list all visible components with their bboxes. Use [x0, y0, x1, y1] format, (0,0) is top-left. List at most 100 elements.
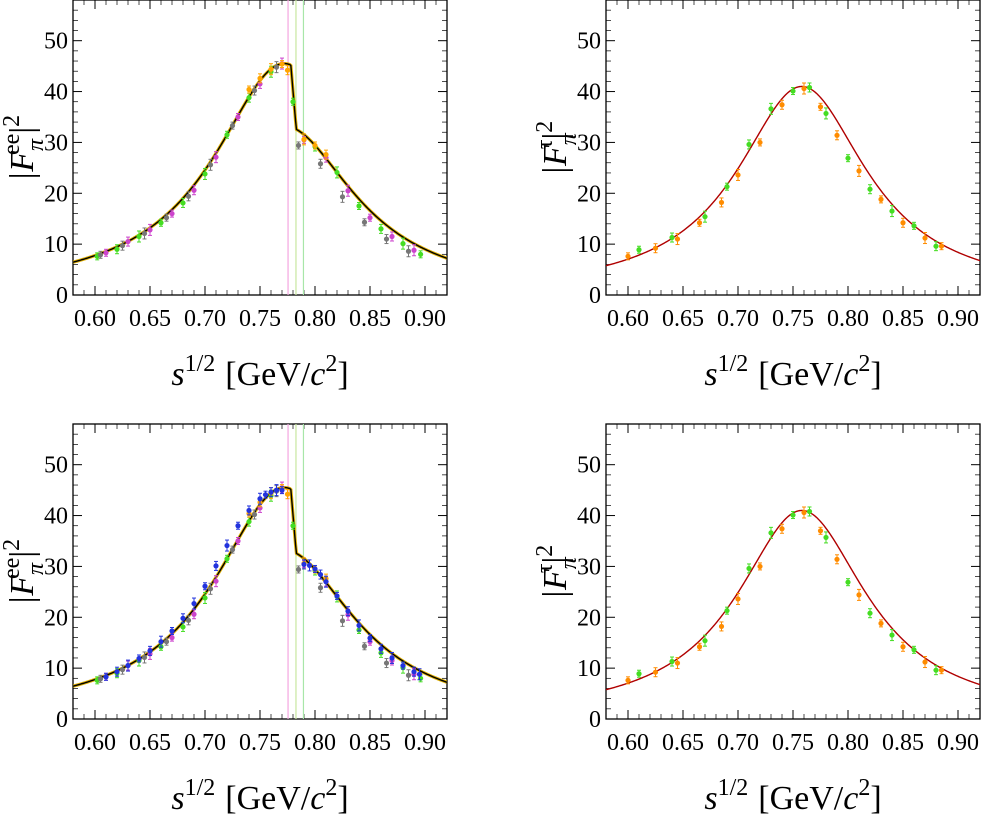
- x-tick-label: 0.85: [882, 306, 924, 332]
- data-point: [636, 669, 642, 678]
- marker: [411, 669, 417, 675]
- marker: [768, 106, 774, 112]
- data-point: [878, 195, 884, 204]
- plot-area: 0.60 0.65 0.70 0.75 0.80 0.85 0.90 0 10 20 30 40 50: [577, 423, 981, 756]
- data-point: [114, 666, 120, 677]
- data-point: [180, 621, 186, 632]
- y-axis-label: |Fπee|2: [0, 539, 49, 605]
- marker: [900, 220, 906, 226]
- marker: [279, 61, 285, 67]
- y-tick-label: 20: [44, 605, 68, 631]
- data-point: [400, 661, 406, 670]
- data-point: [933, 241, 939, 252]
- marker: [202, 583, 208, 589]
- data-point: [724, 182, 730, 191]
- x-tick-label: 0.90: [404, 306, 446, 332]
- data-point: [202, 167, 208, 180]
- marker: [334, 593, 340, 599]
- data-point: [389, 231, 395, 242]
- data-point: [378, 223, 384, 234]
- marker: [103, 250, 109, 256]
- plot-area: 0.60 0.65 0.70 0.75 0.80 0.85 0.90 0 10 20 30 40 50: [577, 0, 981, 332]
- marker: [169, 211, 175, 217]
- data-point: [922, 656, 928, 669]
- data-point: [163, 213, 170, 222]
- marker: [207, 586, 214, 592]
- marker: [251, 87, 258, 94]
- marker: [185, 193, 192, 199]
- x-tick-label: 0.90: [937, 306, 979, 332]
- data-point: [625, 252, 631, 261]
- y-tick-label: 10: [577, 656, 601, 682]
- marker: [416, 671, 423, 677]
- marker: [806, 508, 813, 515]
- y-tick-label: 40: [577, 80, 601, 106]
- data-point: [213, 560, 219, 571]
- marker: [834, 132, 840, 138]
- data-point: [317, 582, 324, 593]
- data-point: [317, 158, 324, 169]
- marker: [696, 220, 703, 226]
- data-point: [779, 523, 785, 534]
- data-point: [191, 185, 197, 196]
- marker: [383, 660, 390, 666]
- y-tick-label: 0: [56, 707, 68, 733]
- series: [94, 65, 424, 261]
- data-point: [235, 112, 241, 121]
- marker: [114, 669, 120, 675]
- data-point: [746, 563, 752, 574]
- marker: [878, 620, 884, 626]
- data-point: [246, 85, 252, 94]
- data-point: [147, 645, 153, 656]
- data-point: [345, 184, 351, 197]
- y-tick-label: 20: [44, 181, 68, 207]
- data-point: [367, 213, 373, 222]
- data-point: [246, 505, 252, 516]
- data-point: [207, 158, 214, 171]
- marker: [114, 246, 120, 252]
- data-point: [652, 243, 659, 254]
- marker: [268, 66, 274, 72]
- marker: [922, 659, 928, 665]
- marker: [817, 104, 824, 110]
- y-tick-label: 10: [577, 232, 601, 258]
- plot-content: [606, 506, 980, 691]
- data-point: [125, 236, 131, 247]
- data-point: [856, 588, 862, 601]
- data-point: [306, 559, 313, 572]
- marker: [356, 203, 362, 209]
- data-point: [724, 606, 730, 615]
- marker: [911, 223, 917, 229]
- plot-frame: [605, 0, 981, 296]
- data-point: [938, 242, 945, 251]
- data-point: [356, 201, 362, 210]
- marker: [257, 75, 263, 81]
- data-point: [317, 569, 324, 580]
- marker: [746, 565, 752, 572]
- marker: [119, 667, 126, 673]
- marker: [169, 628, 175, 634]
- marker: [141, 230, 148, 237]
- data-point: [696, 218, 703, 227]
- data-point: [405, 245, 412, 258]
- marker: [202, 595, 208, 601]
- series: [636, 82, 939, 254]
- marker: [334, 169, 340, 176]
- data-point: [400, 237, 406, 250]
- data-point: [114, 244, 120, 255]
- data-point: [361, 642, 368, 651]
- data-point: [323, 149, 329, 160]
- data-point: [878, 619, 884, 628]
- marker: [636, 671, 642, 677]
- data-point: [911, 645, 917, 654]
- data-point: [674, 233, 681, 246]
- x-axis-label: s1/2 [GeV/c2]: [704, 775, 881, 817]
- data-point: [889, 629, 895, 642]
- marker: [163, 639, 170, 645]
- marker: [191, 611, 197, 617]
- data-point: [735, 168, 741, 181]
- panel-bottom-left: 0.60 0.65 0.70 0.75 0.80 0.85 0.9001020304050 …: [0, 423, 448, 817]
- marker: [845, 579, 851, 585]
- marker: [845, 155, 851, 161]
- data-point: [284, 65, 291, 76]
